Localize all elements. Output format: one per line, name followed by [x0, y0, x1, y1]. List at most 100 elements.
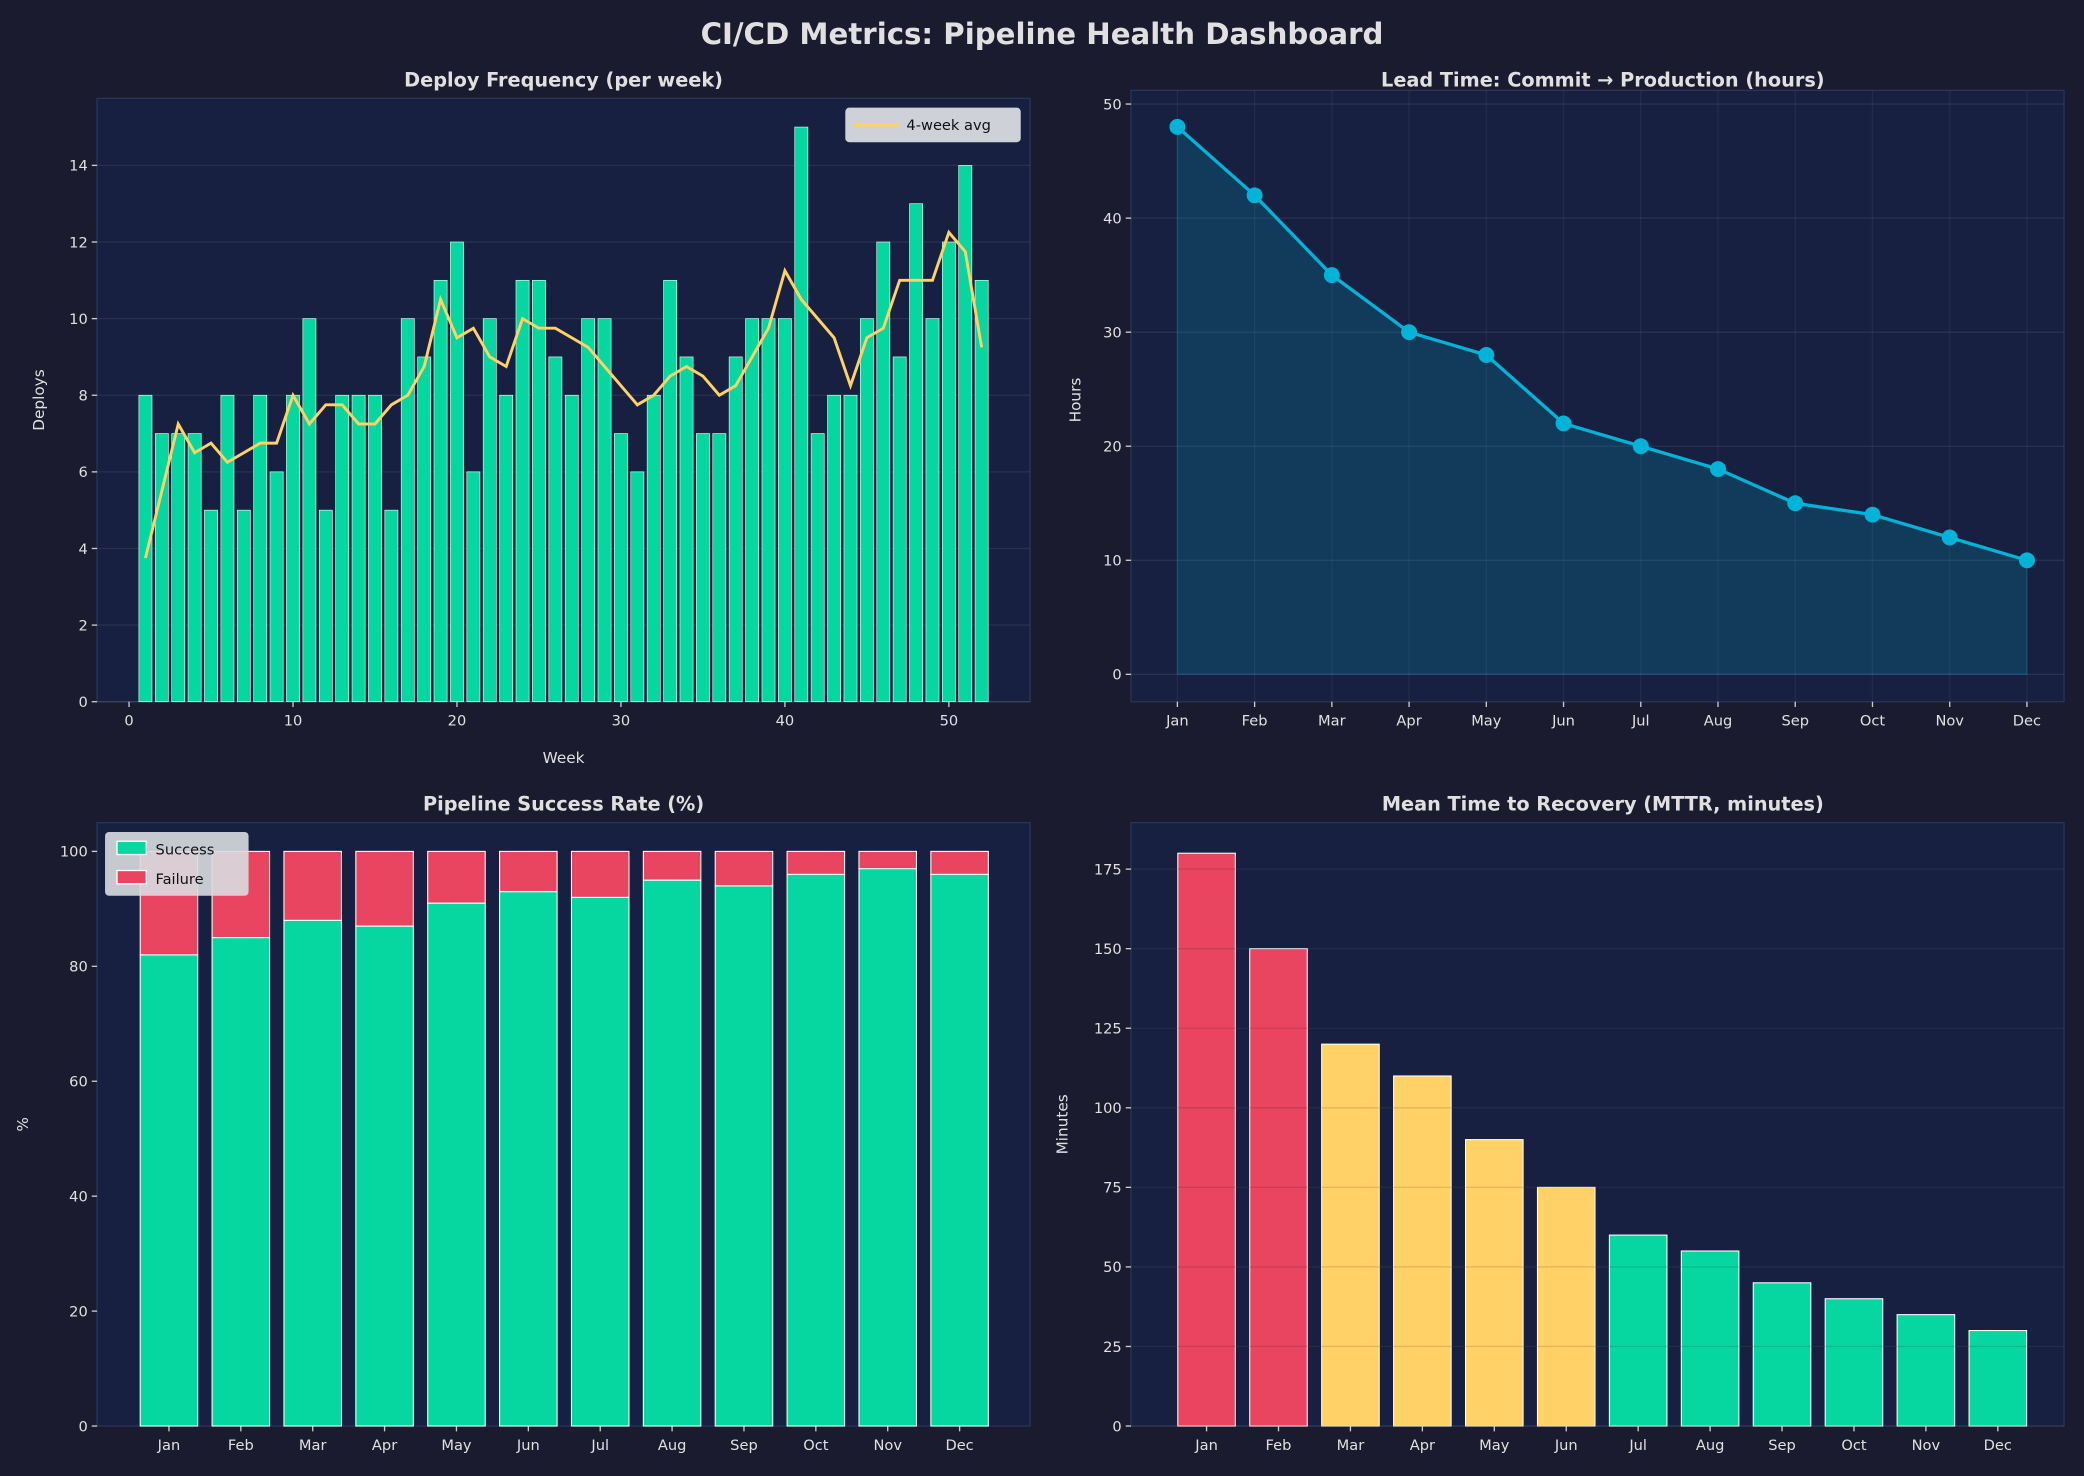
x-tick-label: May: [441, 1437, 472, 1454]
deploy-bar: [286, 394, 300, 703]
deploy-bar: [728, 356, 743, 703]
x-tick-label: Mar: [1337, 1437, 1365, 1454]
failure-bar: [642, 850, 702, 881]
legend-label: Failure: [156, 871, 204, 888]
lead-time-point: [1941, 529, 1958, 546]
x-tick-label: Dec: [1984, 1437, 2012, 1454]
deploy-bar: [220, 394, 235, 703]
deploy-bar: [810, 433, 825, 703]
deploy-bar: [548, 356, 563, 703]
success-bar: [211, 937, 271, 1427]
lead-time-point: [1323, 267, 1340, 284]
success-bar: [714, 885, 774, 1427]
chart-title: Deploy Frequency (per week): [404, 68, 723, 91]
deploy-bar: [712, 433, 727, 703]
x-tick-label: 0: [124, 713, 133, 730]
y-tick-label: 50: [1103, 96, 1122, 113]
x-tick-label: Feb: [1266, 1437, 1292, 1454]
x-tick-label: Jun: [1554, 1437, 1578, 1454]
deploy-bar: [171, 433, 186, 703]
dashboard-title: CI/CD Metrics: Pipeline Health Dashboard: [701, 17, 1384, 51]
deploy-bar: [236, 509, 251, 703]
deploy-bar: [843, 394, 858, 703]
x-tick-label: Mar: [299, 1437, 327, 1454]
deploy-bar: [679, 356, 694, 703]
y-tick-label: 30: [1103, 324, 1122, 341]
x-tick-label: Feb: [228, 1437, 254, 1454]
y-axis-label: Deploys: [30, 369, 48, 430]
deploy-bar: [269, 471, 284, 703]
deploy-bar: [925, 318, 940, 703]
deploy-bar: [597, 318, 612, 703]
y-axis-label: Minutes: [1053, 1094, 1071, 1154]
success-bar: [570, 896, 630, 1427]
x-tick-label: Jul: [1631, 713, 1650, 730]
success-bar: [427, 902, 486, 1427]
x-tick-label: Aug: [1704, 713, 1733, 730]
avg-line: [144, 229, 984, 559]
x-tick-label: Oct: [1841, 1437, 1867, 1454]
lead-time-point: [1246, 187, 1263, 204]
x-tick-label: Jul: [590, 1437, 609, 1454]
failure-bar: [427, 850, 486, 904]
deploy-bar: [941, 241, 956, 703]
lead-time-point: [1632, 438, 1649, 455]
deploy-bar: [532, 279, 546, 703]
legend-swatch: [116, 869, 147, 885]
x-tick-label: Jan: [1165, 713, 1189, 730]
deploy-bar: [778, 318, 792, 703]
deploy-bar: [499, 394, 514, 703]
success-bar: [858, 868, 918, 1427]
deploy-bar: [351, 394, 366, 703]
x-tick-label: Oct: [1860, 713, 1886, 730]
failure-bar: [786, 850, 846, 875]
deploy-bar: [384, 509, 399, 703]
x-tick-label: Jan: [1194, 1437, 1218, 1454]
y-tick-label: 60: [69, 1074, 88, 1091]
mttr-bar: [1393, 1075, 1452, 1427]
y-tick-label: 150: [1094, 941, 1122, 958]
deploy-bar: [581, 318, 596, 703]
x-tick-label: Sep: [1781, 713, 1809, 730]
x-tick-label: 20: [448, 713, 467, 730]
failure-bar: [499, 850, 558, 893]
y-tick-label: 0: [78, 694, 87, 711]
plot-area: [96, 97, 1031, 703]
y-tick-label: 50: [1103, 1259, 1122, 1276]
lead-time-point: [2018, 552, 2035, 569]
failure-bar: [355, 850, 414, 927]
x-tick-label: Apr: [1410, 1437, 1435, 1454]
failure-bar: [858, 850, 918, 870]
deploy-bar: [974, 279, 989, 703]
x-tick-label: Nov: [873, 1437, 902, 1454]
deploy-bar: [745, 318, 760, 703]
mttr-bar: [1896, 1314, 1956, 1427]
lead-time-point: [1555, 415, 1572, 432]
lead-time-point: [1864, 506, 1881, 523]
x-tick-label: Aug: [658, 1437, 687, 1454]
deploy-bar: [335, 394, 350, 703]
deploy-bar: [794, 126, 809, 703]
y-tick-label: 12: [69, 234, 88, 251]
deploy-bar: [515, 279, 530, 703]
y-tick-label: 125: [1094, 1021, 1122, 1038]
success-bar: [786, 873, 846, 1427]
chart-title: Lead Time: Commit → Production (hours): [1381, 68, 1825, 91]
mttr-bar: [1680, 1250, 1740, 1427]
x-tick-label: Apr: [1396, 713, 1421, 730]
y-tick-label: 0: [1112, 1418, 1121, 1435]
deploy-bar: [138, 394, 153, 703]
x-tick-label: Mar: [1318, 713, 1346, 730]
deploy-bar: [400, 318, 415, 703]
mttr-bar: [1536, 1186, 1596, 1427]
deploy-bar: [630, 471, 645, 703]
x-tick-label: Jun: [516, 1437, 540, 1454]
deploy-bar: [318, 509, 333, 703]
success-bar: [139, 954, 199, 1427]
mttr-bar: [1464, 1139, 1524, 1427]
y-tick-label: 75: [1103, 1180, 1122, 1197]
y-axis-label: Hours: [1067, 378, 1085, 423]
deploy-bar: [204, 509, 218, 703]
success-bar: [283, 919, 342, 1427]
